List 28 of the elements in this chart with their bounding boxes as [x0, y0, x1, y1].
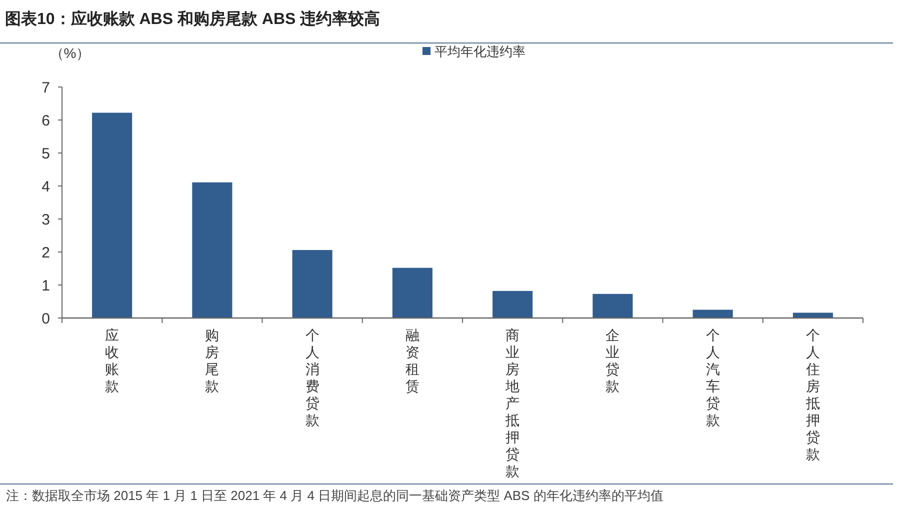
bar [92, 112, 132, 318]
y-tick-label: 6 [42, 112, 50, 130]
bar [192, 182, 232, 318]
bar [492, 290, 533, 318]
y-tick-label: 2 [42, 244, 50, 262]
y-tick-label: 3 [42, 211, 50, 228]
y-tick-label: 4 [42, 178, 50, 196]
x-tick-label: 企业贷款 [606, 328, 620, 395]
y-tick-label: 0 [42, 310, 50, 328]
chart-title: 图表10：应收账款 ABS 和购房尾款 ABS 违约率较高 [5, 9, 380, 28]
y-tick-label: 5 [42, 145, 50, 162]
bar [692, 310, 733, 318]
category-label: 商业房地产抵押贷款 [506, 329, 520, 480]
x-tick-label: 购房尾款 [205, 328, 220, 395]
x-tick-label: 应收账款 [105, 328, 120, 395]
x-tick-label: 个人汽车贷款 [706, 328, 720, 429]
text: 注：数据取全市场 2015 年 1 月 1 日至 2021 年 4 月 4 日期间起息的同一基础资产类型 ABS 的年化违约率的平均值 [6, 488, 664, 503]
bar [792, 312, 833, 318]
x-tick-label: 个人消费贷款 [305, 328, 320, 429]
legend-label: 平均年化违约率 [434, 44, 526, 59]
x-tick-label: 融资租赁 [405, 328, 420, 395]
y-tick-label: 7 [42, 79, 50, 96]
y-tick-label: 1 [42, 277, 50, 294]
bar [292, 250, 332, 318]
y-axis-title: （%） [50, 45, 90, 61]
x-tick-label: 个人住房抵押贷款 [804, 328, 820, 463]
bar [392, 268, 432, 318]
bar [592, 294, 633, 318]
